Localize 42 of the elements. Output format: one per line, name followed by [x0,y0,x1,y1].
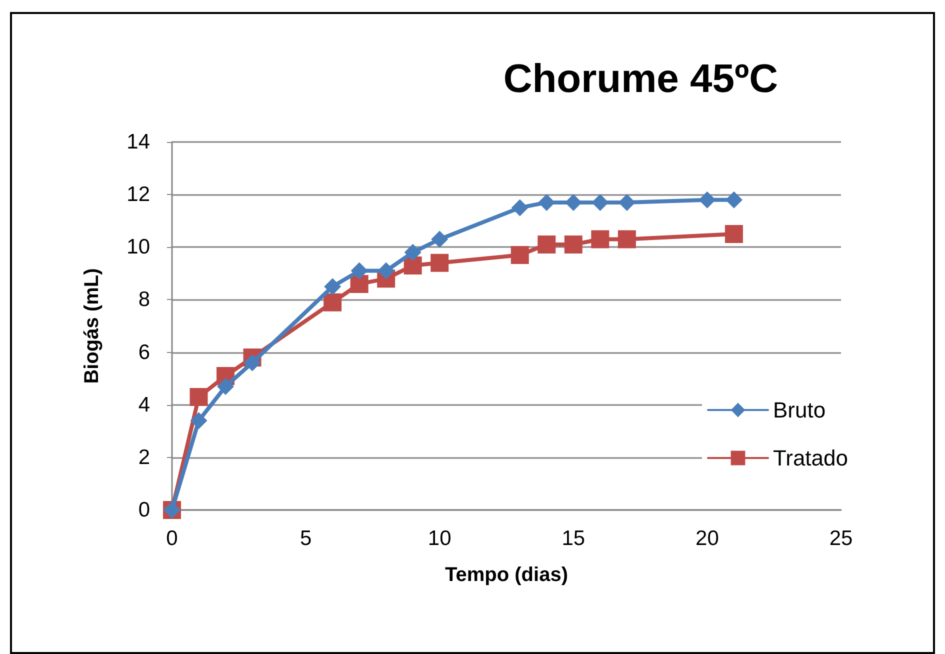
y-tick-label: 8 [138,288,150,312]
x-axis-title: Tempo (dias) [445,564,568,586]
point [404,244,422,261]
point [190,412,208,430]
point [324,278,342,296]
point [350,274,368,293]
y-tick-label: 10 [126,236,150,259]
x-tick-label: 20 [696,527,719,550]
y-tick-label: 12 [126,183,150,206]
x-tick-label: 0 [166,527,178,550]
point [324,293,342,312]
y-tick-label: 14 [126,130,150,154]
legend-label: Tratado [773,446,848,470]
point [725,191,742,208]
point [510,246,529,264]
y-axis-title: Biogás (mL) [81,268,103,384]
x-tick-label: 25 [829,527,853,550]
y-tick-label: 4 [138,393,150,416]
x-tick-label: 15 [562,527,586,550]
point [350,262,368,280]
point [217,378,234,395]
point [538,194,556,211]
chart-title: Chorume 45ºC [503,57,778,101]
y-tick-label: 2 [138,446,150,469]
point [431,230,448,248]
point [538,236,556,254]
point [591,230,610,248]
point [430,254,449,272]
y-tick-label: 6 [138,340,150,364]
x-tick-label: 10 [428,527,452,550]
point [618,230,636,248]
point [592,194,609,211]
y-tick-label: 0 [138,498,150,522]
point [564,236,582,254]
point [724,225,743,243]
point [244,354,261,372]
x-tick-label: 5 [300,527,312,550]
point [378,262,395,280]
point [511,199,528,216]
point [698,191,716,208]
legend-label: Bruto [773,398,826,422]
point [190,388,208,406]
